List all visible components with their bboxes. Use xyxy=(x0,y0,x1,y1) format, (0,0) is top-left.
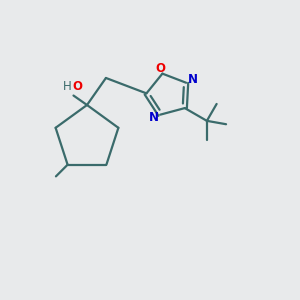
Text: N: N xyxy=(188,73,198,86)
Text: H: H xyxy=(63,80,72,93)
Text: N: N xyxy=(149,111,159,124)
Text: O: O xyxy=(155,62,165,75)
Text: O: O xyxy=(72,80,82,93)
